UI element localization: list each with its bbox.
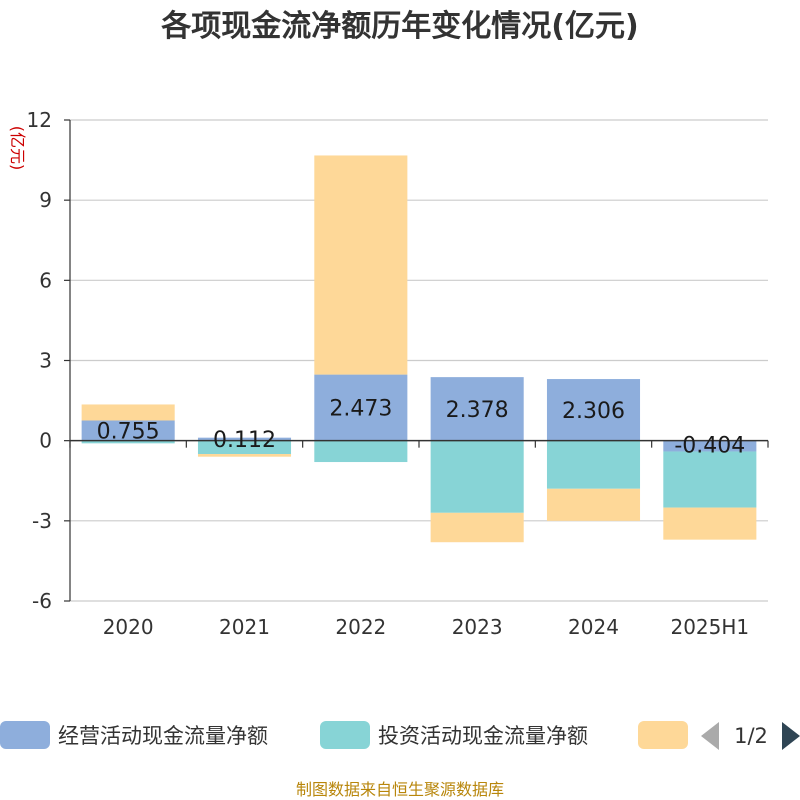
x-tick-label: 2024 (568, 615, 619, 639)
y-tick-label: -3 (32, 509, 52, 533)
data-label: 0.755 (97, 420, 160, 445)
bar-series2-2020[interactable] (81, 440, 175, 444)
bar-series1-2023[interactable] (430, 377, 524, 441)
bar-series3-2024[interactable] (546, 488, 641, 521)
data-label: 2.306 (562, 399, 625, 424)
legend: 经营活动现金流量净额 投资活动现金流量净额 1/2 (0, 721, 800, 750)
x-tick-label: 2021 (219, 615, 270, 639)
y-tick-label: 12 (27, 108, 52, 132)
data-labels: 0.755 0.112 2.473 2.378 2.306 -0.404 (97, 397, 746, 459)
data-label: 2.378 (446, 398, 509, 423)
bar-series3-2021[interactable] (197, 454, 292, 457)
bar-series3-2020[interactable] (81, 404, 175, 421)
chart-title: 各项现金流净额历年变化情况(亿元) (160, 9, 638, 44)
data-label: 2.473 (329, 397, 392, 422)
bar-series3-2022[interactable] (314, 155, 408, 375)
axes: -6 -3 0 3 6 9 12 2020 2021 2022 2023 2024 2025H1 (27, 108, 769, 639)
bar-series3-2023[interactable] (430, 512, 524, 543)
bars (81, 155, 757, 543)
y-tick-label: 6 (39, 268, 52, 292)
y-tick-label: 0 (39, 429, 52, 453)
bar-series1-2020[interactable] (81, 420, 175, 441)
grid (70, 119, 768, 602)
x-tick-label: 2025H1 (670, 615, 749, 639)
bar-series2-2022[interactable] (314, 440, 408, 463)
legend-page-indicator: 1/2 (734, 724, 768, 748)
legend-label: 经营活动现金流量净额 (58, 724, 268, 748)
bar-series1-2022[interactable] (314, 374, 408, 441)
bar-series1-2024[interactable] (546, 379, 641, 441)
bar-series1-2021[interactable] (197, 437, 292, 441)
y-tick-label: 9 (39, 188, 52, 212)
legend-swatch[interactable] (0, 721, 50, 749)
y-tick-label: -6 (32, 589, 52, 613)
bar-series1-2025H1[interactable] (663, 440, 757, 452)
legend-swatch[interactable] (638, 721, 688, 749)
data-label: -0.404 (674, 434, 745, 459)
x-tick-label: 2022 (335, 615, 386, 639)
bar-series3-2025H1[interactable] (663, 507, 757, 540)
prev-page-icon[interactable] (701, 722, 719, 750)
legend-label: 投资活动现金流量净额 (378, 724, 588, 748)
y-tick-label: 3 (39, 349, 52, 373)
bar-series2-2023[interactable] (430, 440, 524, 513)
y-axis-label: (亿元) (8, 126, 27, 171)
bar-series2-2021[interactable] (197, 440, 292, 455)
bar-series2-2024[interactable] (546, 440, 641, 489)
legend-swatch[interactable] (320, 721, 370, 749)
bar-series2-2025H1[interactable] (663, 451, 757, 508)
source-note: 制图数据来自恒生聚源数据库 (296, 780, 504, 799)
data-label: 0.112 (213, 428, 276, 453)
x-tick-label: 2020 (103, 615, 154, 639)
x-tick-label: 2023 (452, 615, 503, 639)
next-page-icon[interactable] (782, 722, 800, 750)
